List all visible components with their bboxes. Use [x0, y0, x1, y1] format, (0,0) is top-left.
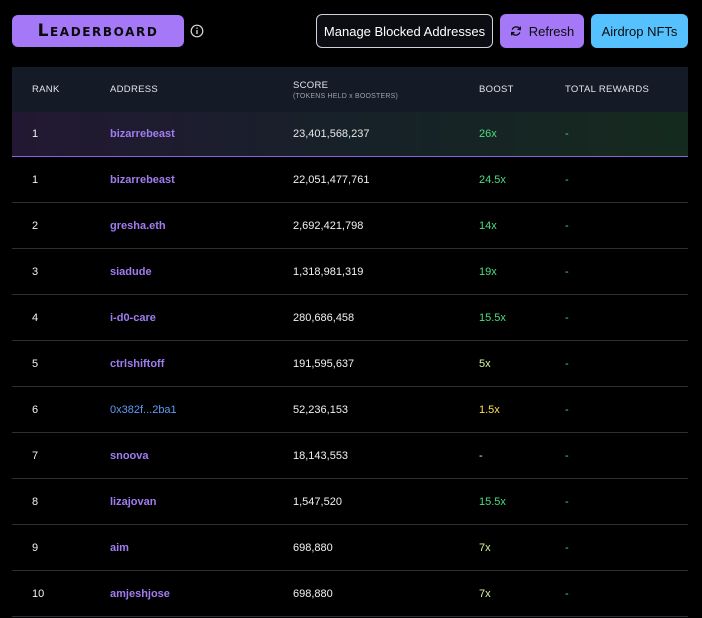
score-cell: 1,318,981,319 [293, 265, 364, 278]
rewards-cell: - [565, 403, 569, 416]
score-cell: 698,880 [293, 541, 333, 554]
column-header-address: ADDRESS [110, 67, 158, 112]
address-link[interactable]: siadude [110, 265, 152, 278]
page-title: Leaderboard [37, 21, 159, 41]
table-row: 4 i-d0-care 280,686,458 15.5x - [12, 295, 688, 341]
manage-blocked-addresses-label: Manage Blocked Addresses [323, 23, 486, 39]
info-icon[interactable] [190, 24, 204, 38]
rewards-cell: - [565, 219, 569, 232]
table-row: 8 lizajovan 1,547,520 15.5x - [12, 479, 688, 525]
table-row: 6 0x382f...2ba1 52,236,153 1.5x - [12, 387, 688, 433]
score-cell: 23,401,568,237 [293, 128, 370, 140]
boost-cell: 24.5x [479, 173, 506, 186]
boost-cell: 5x [479, 357, 491, 370]
table-header: RANK ADDRESS SCORE (TOKENS HELD x BOOSTE… [12, 67, 688, 112]
rewards-cell: - [565, 173, 569, 186]
rank-cell: 5 [32, 357, 39, 370]
boost-cell: 7x [479, 587, 491, 600]
score-cell: 698,880 [293, 587, 333, 600]
table-row: 9 aim 698,880 7x - [12, 525, 688, 571]
boost-cell: - [479, 449, 483, 462]
rank-cell: 7 [32, 449, 39, 462]
table-row-current-user: 1 bizarrebeast 23,401,568,237 26x - [12, 112, 688, 157]
address-link[interactable]: ctrlshiftoff [110, 357, 165, 370]
rewards-cell: - [565, 449, 569, 462]
boost-cell: 1.5x [479, 403, 500, 416]
table-row: 5 ctrlshiftoff 191,595,637 5x - [12, 341, 688, 387]
refresh-icon [510, 26, 521, 36]
table-row: 3 siadude 1,318,981,319 19x - [12, 249, 688, 295]
score-cell: 52,236,153 [293, 403, 349, 416]
boost-cell: 26x [479, 128, 497, 140]
score-cell: 2,692,421,798 [293, 219, 364, 232]
rank-cell: 1 [32, 128, 39, 140]
score-cell: 22,051,477,761 [293, 173, 370, 186]
address-link[interactable]: bizarrebeast [110, 173, 175, 186]
boost-cell: 19x [479, 265, 497, 278]
score-cell: 1,547,520 [293, 495, 342, 508]
boost-header-label: BOOST [479, 84, 514, 95]
score-header-label: SCORE [293, 79, 329, 91]
column-header-rank: RANK [32, 67, 60, 112]
leaderboard-title-badge: Leaderboard [12, 15, 184, 47]
rank-cell: 9 [32, 541, 39, 554]
rewards-cell: - [565, 128, 569, 140]
table-row: 2 gresha.eth 2,692,421,798 14x - [12, 203, 688, 249]
airdrop-nfts-button[interactable]: Airdrop NFTs [591, 14, 688, 48]
manage-blocked-addresses-button[interactable]: Manage Blocked Addresses [316, 14, 493, 48]
rank-header-label: RANK [32, 84, 60, 95]
airdrop-nfts-label: Airdrop NFTs [601, 23, 678, 39]
address-link[interactable]: bizarrebeast [110, 128, 175, 140]
leaderboard-table: RANK ADDRESS SCORE (TOKENS HELD x BOOSTE… [12, 67, 688, 617]
rank-cell: 2 [32, 219, 39, 232]
rank-cell: 10 [32, 587, 45, 600]
rewards-cell: - [565, 541, 569, 554]
boost-cell: 7x [479, 541, 491, 554]
address-link[interactable]: lizajovan [110, 495, 157, 508]
rank-cell: 6 [32, 403, 39, 416]
table-row: 10 amjeshjose 698,880 7x - [12, 571, 688, 617]
address-header-label: ADDRESS [110, 84, 159, 95]
header: Leaderboard Manage Blocked Addresses Ref… [0, 0, 702, 62]
score-cell: 18,143,553 [293, 449, 349, 462]
rewards-cell: - [565, 495, 569, 508]
boost-cell: 14x [479, 219, 497, 232]
address-link[interactable]: snoova [110, 449, 149, 462]
column-header-boost: BOOST [479, 67, 514, 112]
rank-cell: 8 [32, 495, 39, 508]
rewards-cell: - [565, 311, 569, 324]
score-header-sublabel: (TOKENS HELD x BOOSTERS) [293, 92, 399, 100]
address-link[interactable]: amjeshjose [110, 587, 170, 600]
address-link[interactable]: i-d0-care [110, 311, 156, 324]
refresh-button[interactable]: Refresh [500, 14, 584, 48]
address-link[interactable]: gresha.eth [110, 219, 166, 232]
table-row: 1 bizarrebeast 22,051,477,761 24.5x - [12, 157, 688, 203]
rank-cell: 1 [32, 173, 39, 186]
column-header-total-rewards: TOTAL REWARDS [565, 67, 649, 112]
total-rewards-header-label: TOTAL REWARDS [565, 84, 650, 95]
column-header-score: SCORE (TOKENS HELD x BOOSTERS) [293, 67, 398, 112]
rank-cell: 3 [32, 265, 39, 278]
boost-cell: 15.5x [479, 311, 506, 324]
table-row: 7 snoova 18,143,553 - - [12, 433, 688, 479]
rewards-cell: - [565, 357, 569, 370]
rewards-cell: - [565, 587, 569, 600]
boost-cell: 15.5x [479, 495, 506, 508]
rank-cell: 4 [32, 311, 39, 324]
score-cell: 191,595,637 [293, 357, 355, 370]
score-cell: 280,686,458 [293, 311, 355, 324]
address-link[interactable]: aim [110, 541, 129, 554]
refresh-label: Refresh [528, 23, 575, 39]
rewards-cell: - [565, 265, 569, 278]
address-link[interactable]: 0x382f...2ba1 [110, 403, 177, 416]
